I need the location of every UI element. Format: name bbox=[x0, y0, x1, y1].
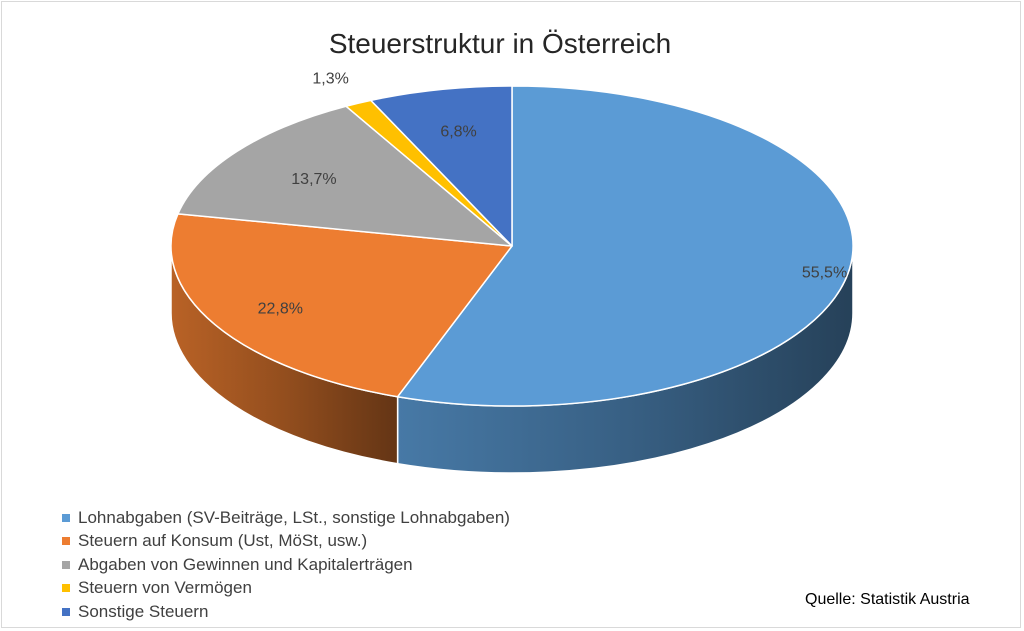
legend-label: Sonstige Steuern bbox=[78, 601, 209, 621]
legend-swatch bbox=[62, 537, 70, 546]
pie-slice-konsum bbox=[170, 213, 513, 398]
pie-data-labels: 55,5% 22,8% 13,7% 1,3% 6,8% bbox=[258, 70, 848, 317]
legend-swatch bbox=[62, 513, 70, 522]
data-label-vermoegen: 1,3% bbox=[312, 70, 348, 87]
data-label-gewinne: 13,7% bbox=[291, 171, 336, 188]
legend-item-gewinne: Abgaben von Gewinnen und Kapitalerträgen bbox=[62, 553, 510, 577]
chart-title: Steuerstruktur in Österreich bbox=[328, 28, 672, 59]
source-note: Quelle: Statistik Austria bbox=[805, 591, 970, 608]
data-label-sonstige: 6,8% bbox=[440, 123, 476, 140]
legend-label: Steuern von Vermögen bbox=[78, 578, 252, 598]
legend-swatch bbox=[62, 607, 70, 616]
pie-slice-lohnabgaben bbox=[396, 85, 854, 407]
legend-item-konsum: Steuern auf Konsum (Ust, MöSt, usw.) bbox=[62, 530, 510, 554]
legend-swatch bbox=[62, 584, 70, 593]
legend-item-sonstige: Sonstige Steuern bbox=[62, 600, 510, 624]
data-label-lohnabgaben: 55,5% bbox=[802, 264, 847, 281]
legend-item-lohnabgaben: Lohnabgaben (SV-Beiträge, LSt., sonstige… bbox=[62, 506, 510, 530]
legend: Lohnabgaben (SV-Beiträge, LSt., sonstige… bbox=[62, 506, 510, 624]
legend-label: Abgaben von Gewinnen und Kapitalerträgen bbox=[78, 554, 413, 574]
legend-label: Lohnabgaben (SV-Beiträge, LSt., sonstige… bbox=[78, 507, 510, 527]
legend-swatch bbox=[62, 560, 70, 569]
legend-item-vermoegen: Steuern von Vermögen bbox=[62, 577, 510, 601]
pie-slice-sonstige bbox=[370, 85, 513, 247]
data-label-konsum: 22,8% bbox=[258, 300, 303, 317]
pie-slices bbox=[170, 85, 854, 407]
legend-label: Steuern auf Konsum (Ust, MöSt, usw.) bbox=[78, 531, 368, 551]
pie-slice-gewinne bbox=[177, 105, 513, 247]
